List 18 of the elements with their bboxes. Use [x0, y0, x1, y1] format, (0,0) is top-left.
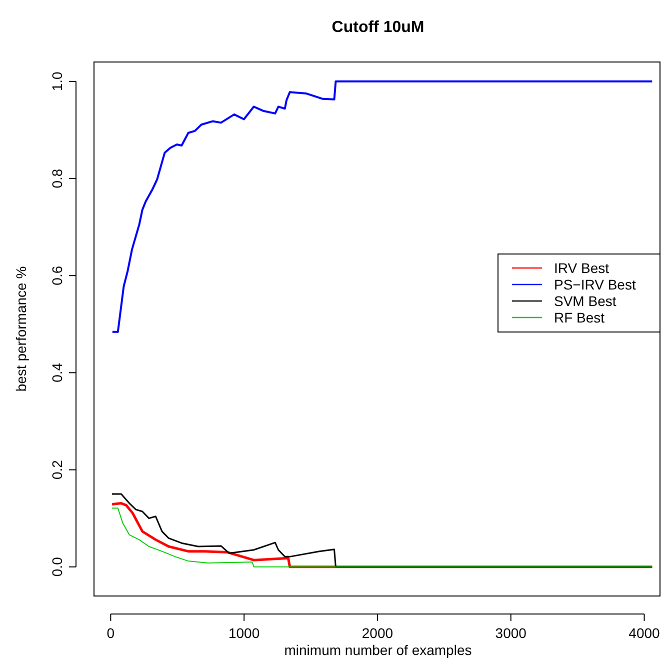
y-axis-title: best performance %: [13, 266, 29, 392]
legend-label: PS−IRV Best: [554, 276, 636, 292]
y-tick-label: 1.0: [49, 71, 65, 92]
y-tick-label: 0.8: [49, 168, 65, 188]
legend-label: IRV Best: [554, 260, 610, 276]
x-tick-label: 3000: [495, 625, 527, 641]
x-axis-title: minimum number of examples: [284, 642, 472, 658]
y-tick-label: 0.6: [49, 266, 65, 286]
x-tick-label: 1000: [228, 625, 260, 641]
y-tick-label: 0.2: [49, 460, 65, 480]
legend-label: RF Best: [554, 310, 605, 326]
x-tick-label: 2000: [362, 625, 394, 641]
y-tick-label: 0.4: [49, 362, 65, 382]
chart-title: Cutoff 10uM: [332, 19, 424, 36]
x-tick-label: 4000: [628, 625, 660, 641]
y-tick-label: 0.0: [49, 556, 65, 577]
x-tick-label: 0: [106, 625, 115, 641]
legend-label: SVM Best: [554, 293, 616, 309]
